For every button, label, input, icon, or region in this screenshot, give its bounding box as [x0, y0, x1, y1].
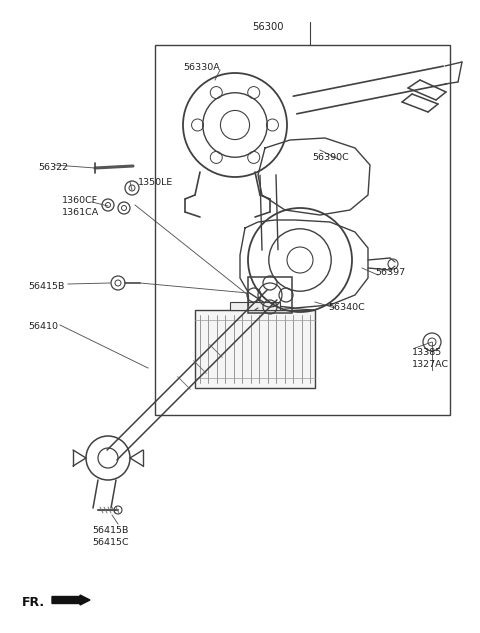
Text: 1350LE: 1350LE — [138, 178, 173, 187]
Text: 56415C: 56415C — [92, 538, 129, 547]
Text: FR.: FR. — [22, 596, 45, 609]
FancyArrow shape — [52, 595, 90, 605]
Text: 1361CA: 1361CA — [62, 208, 99, 217]
Bar — [195, 310, 315, 388]
Text: 56322: 56322 — [38, 163, 68, 172]
Text: 56415B: 56415B — [28, 282, 64, 291]
Bar — [230, 302, 280, 310]
Text: 56397: 56397 — [375, 268, 405, 277]
Text: 56410: 56410 — [28, 322, 58, 331]
Text: 56415B: 56415B — [92, 526, 128, 535]
Text: 56340C: 56340C — [328, 303, 365, 312]
Bar — [248, 277, 292, 313]
Text: 1327AC: 1327AC — [412, 360, 449, 369]
Text: 1360CF: 1360CF — [62, 196, 98, 205]
Bar — [155, 45, 450, 415]
Text: 56300: 56300 — [252, 22, 284, 32]
Text: 56330A: 56330A — [183, 63, 220, 72]
Text: 56390C: 56390C — [312, 153, 349, 162]
Text: 13385: 13385 — [412, 348, 442, 357]
